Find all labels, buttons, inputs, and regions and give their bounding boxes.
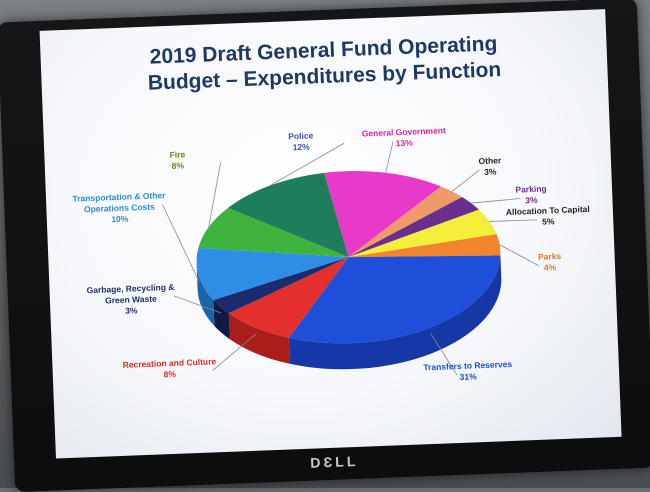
slice-label-garbage-recycling: Garbage, Recycling & Green Waste 3% xyxy=(75,281,186,318)
pie-side-garbage-recycling xyxy=(213,300,230,340)
pie-sides xyxy=(196,251,502,370)
pie-slice-parking xyxy=(348,197,479,258)
slice-label-other: Other 3% xyxy=(435,154,546,180)
pie-chart xyxy=(161,141,540,376)
pie-slice-parks xyxy=(348,234,501,258)
pie-slice-allocation-to-capital xyxy=(348,209,497,258)
pie-slice-garbage-recycling xyxy=(213,257,349,314)
pie-slice-other xyxy=(348,186,463,258)
leader-line-police xyxy=(270,142,345,186)
pie-slices xyxy=(196,171,501,344)
leader-line-other xyxy=(451,169,480,192)
pie-side-parks xyxy=(500,251,502,282)
pie-slice-recreation-and-culture xyxy=(228,257,349,338)
leader-line-transfers-to-reserves xyxy=(430,333,458,376)
slice-label-transfers-to-reserves: Transfers to Reserves 31% xyxy=(413,359,524,385)
slice-label-fire: Fire 8% xyxy=(122,148,233,174)
slice-label-allocation-to-capital: Allocation To Capital 5% xyxy=(493,203,604,229)
pie-slice-police xyxy=(228,172,349,258)
slice-label-police: Police 12% xyxy=(246,129,357,155)
leader-line-garbage-recycling xyxy=(173,295,221,314)
leader-line-parking xyxy=(470,198,521,204)
pie-slice-general-government xyxy=(324,171,442,258)
leader-line-transportation xyxy=(161,204,200,282)
pie-side-recreation-and-culture xyxy=(228,313,290,364)
pie-slice-fire xyxy=(198,207,349,258)
slice-label-recreation-and-culture: Recreation and Culture 8% xyxy=(114,356,225,382)
leader-line-fire xyxy=(208,161,222,228)
slice-label-transportation: Transportation & Other Operations Costs 1… xyxy=(64,190,175,227)
pie-slice-transportation xyxy=(196,247,349,301)
leader-line-parks xyxy=(499,244,540,267)
slice-label-parks: Parks 4% xyxy=(494,249,605,275)
leader-line-recreation-and-culture xyxy=(212,333,257,371)
slice-label-general-government: General Government 13% xyxy=(349,125,460,151)
presentation-screen: 2019 Draft General Fund Operating Budget… xyxy=(39,9,622,459)
leader-lines xyxy=(161,141,540,376)
leader-line-general-government xyxy=(385,141,394,173)
pie-side-transfers-to-reserves xyxy=(288,255,502,370)
pie-side-transportation xyxy=(196,262,215,327)
leader-line-allocation-to-capital xyxy=(489,219,538,222)
pie-slice-transfers-to-reserves xyxy=(288,255,501,344)
